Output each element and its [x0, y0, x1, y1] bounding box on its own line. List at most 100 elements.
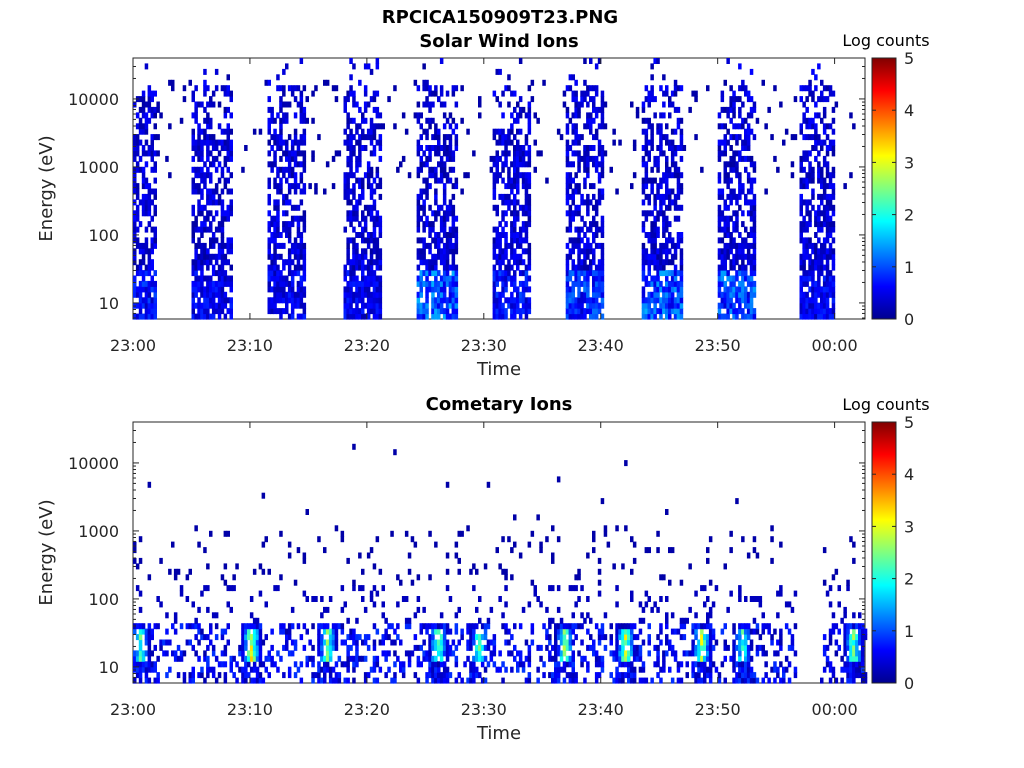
spectrogram-cell	[723, 563, 727, 570]
spectrogram-cell	[825, 134, 830, 141]
spectrogram-cell	[746, 259, 751, 266]
spectrogram-cell	[349, 134, 353, 141]
spectrogram-cell	[717, 270, 722, 277]
spectrogram-cell	[665, 177, 669, 184]
spectrogram-cell	[363, 221, 368, 228]
spectrogram-cell	[425, 264, 429, 271]
spectrogram-cell	[554, 650, 558, 657]
spectrogram-cell	[741, 79, 745, 86]
spectrogram-cell	[203, 172, 207, 179]
spectrogram-cell	[729, 655, 733, 662]
spectrogram-cell	[574, 275, 578, 282]
spectrogram-cell	[729, 145, 733, 151]
spectrogram-cell	[378, 253, 383, 260]
spectrogram-cell	[273, 242, 277, 249]
spectrogram-cell	[153, 297, 157, 304]
spectrogram-cell	[416, 574, 421, 581]
spectrogram-cell	[448, 166, 453, 173]
spectrogram-cell	[799, 259, 803, 266]
spectrogram-cell	[317, 639, 321, 646]
spectrogram-cell	[135, 215, 140, 222]
spectrogram-cell	[501, 259, 505, 266]
spectrogram-cell	[574, 79, 578, 86]
spectrogram-cell	[366, 308, 371, 315]
spectrogram-cell	[656, 155, 660, 162]
spectrogram-cell	[314, 596, 318, 602]
spectrogram-cell	[378, 232, 383, 238]
spectrogram-cell	[597, 661, 602, 668]
spectrogram-cell	[451, 128, 456, 135]
spectrogram-cell	[825, 166, 830, 173]
spectrogram-cell	[448, 264, 453, 271]
spectrogram-cell	[147, 264, 152, 271]
spectrogram-cell	[808, 242, 812, 249]
spectrogram-cell	[662, 248, 666, 255]
spectrogram-cell	[431, 134, 435, 141]
spectrogram-cell	[267, 286, 271, 293]
spectrogram-cell	[580, 612, 584, 619]
spectrogram-cell	[597, 161, 602, 168]
spectrogram-cell	[621, 623, 625, 630]
spectrogram-cell	[647, 259, 651, 266]
spectrogram-cell	[562, 90, 567, 97]
spectrogram-cell	[317, 134, 321, 141]
spectrogram-cell	[197, 166, 201, 173]
spectrogram-cell	[609, 650, 613, 657]
spectrogram-cell	[793, 134, 798, 141]
spectrogram-cell	[665, 623, 669, 630]
spectrogram-cell	[744, 634, 748, 641]
spectrogram-cell	[454, 313, 459, 320]
spectrogram-cell	[428, 226, 432, 233]
spectrogram-cell	[352, 183, 356, 190]
spectrogram-cell	[296, 666, 301, 673]
spectrogram-cell	[162, 639, 166, 646]
spectrogram-cell	[270, 259, 274, 266]
spectrogram-cell	[296, 253, 301, 260]
spectrogram-cell	[279, 530, 283, 537]
spectrogram-cell	[679, 85, 684, 92]
spectrogram-cell	[726, 112, 730, 119]
spectrogram-cell	[597, 291, 602, 298]
spectrogram-cell	[413, 541, 418, 548]
spectrogram-cell	[726, 161, 730, 168]
spectrogram-cell	[317, 677, 321, 684]
spectrogram-cell	[729, 264, 733, 271]
spectrogram-cell	[504, 85, 508, 92]
spectrogram-cell	[647, 270, 651, 277]
spectrogram-cell	[577, 112, 581, 119]
spectrogram-cell	[439, 275, 444, 282]
spectrogram-cell	[729, 547, 733, 554]
spectrogram-cell	[668, 302, 672, 309]
spectrogram-cell	[586, 286, 590, 293]
spectrogram-cell	[635, 106, 640, 113]
spectrogram-cell	[197, 655, 201, 662]
spectrogram-cell	[679, 286, 684, 293]
spectrogram-cell	[723, 177, 727, 184]
spectrogram-cell	[366, 259, 371, 266]
spectrogram-cell	[779, 639, 783, 646]
spectrogram-cell	[138, 264, 143, 271]
spectrogram-cell	[211, 286, 216, 293]
spectrogram-cell	[589, 155, 593, 162]
spectrogram-cell	[296, 547, 301, 554]
spectrogram-cell	[641, 106, 646, 113]
spectrogram-cell	[133, 237, 137, 244]
spectrogram-cell	[516, 264, 520, 271]
spectrogram-cell	[147, 188, 152, 195]
spectrogram-cell	[191, 145, 195, 151]
spectrogram-cell	[133, 547, 137, 554]
spectrogram-cell	[211, 280, 216, 287]
spectrogram-cell	[592, 237, 596, 244]
spectrogram-cell	[647, 155, 651, 162]
spectrogram-cell	[717, 672, 722, 679]
spectrogram-cell	[495, 280, 499, 287]
spectrogram-cell	[346, 90, 350, 97]
spectrogram-cell	[287, 226, 292, 233]
spectrogram-cell	[144, 242, 149, 249]
spectrogram-cell	[597, 308, 602, 315]
spectrogram-cell	[752, 536, 757, 543]
spectrogram-cell	[738, 661, 742, 668]
spectrogram-cell	[147, 628, 152, 635]
spectrogram-cell	[442, 666, 447, 673]
spectrogram-cell	[565, 623, 570, 630]
